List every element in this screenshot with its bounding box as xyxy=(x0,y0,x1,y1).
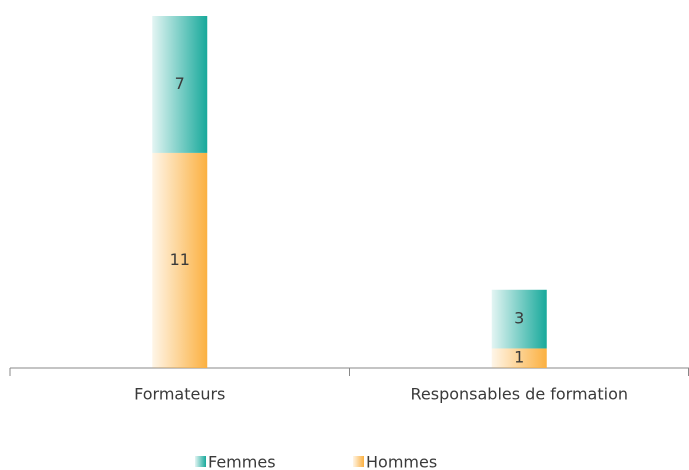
data-label: 7 xyxy=(175,74,185,93)
legend-label: Hommes xyxy=(366,453,437,470)
x-tick-label: Responsables de formation xyxy=(410,385,628,404)
data-label: 1 xyxy=(514,348,524,367)
bar-segment xyxy=(491,289,547,349)
bar-segment xyxy=(152,152,208,368)
data-label: 11 xyxy=(170,250,190,269)
legend-marker xyxy=(353,456,364,467)
bar-segment xyxy=(491,348,547,368)
data-label: 3 xyxy=(514,309,524,328)
x-tick-label: Formateurs xyxy=(134,385,225,404)
bar-segment xyxy=(152,16,208,153)
legend-marker xyxy=(195,456,206,467)
legend-label: Femmes xyxy=(208,453,276,470)
